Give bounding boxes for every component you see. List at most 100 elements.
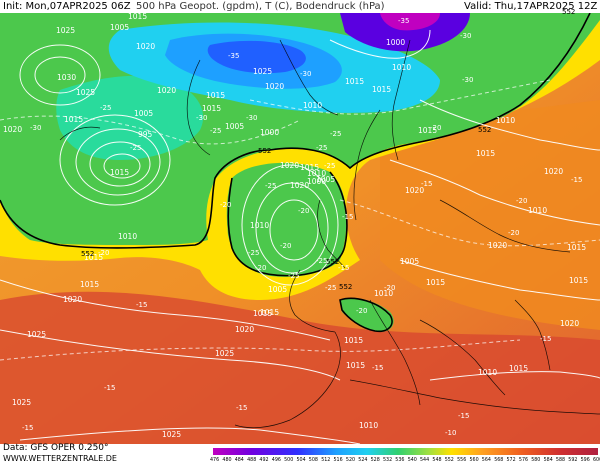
colorbar-tick-label: 508 — [309, 457, 318, 463]
temperature-label: -25 — [265, 182, 276, 190]
colorbar-tick-label: 516 — [334, 457, 343, 463]
colorbar-tick-label: 552 — [445, 457, 454, 463]
temperature-label: -30 — [300, 70, 311, 78]
temperature-label: -15 — [421, 180, 432, 188]
geopot-label: 552 — [81, 250, 94, 258]
temperature-label: -20 — [430, 124, 441, 132]
pressure-label: 1015 — [253, 309, 272, 318]
pressure-label: 1000 — [386, 38, 405, 47]
isotherms — [0, 79, 600, 361]
pressure-label: 1000 — [307, 177, 326, 186]
colorbar-tick-label: 560 — [470, 457, 479, 463]
temperature-label: -25 — [325, 284, 336, 292]
pressure-label: 1025 — [253, 67, 272, 76]
pressure-label: 1020 — [488, 241, 507, 250]
website-label: WWW.WETTERZENTRALE.DE — [3, 454, 117, 463]
temperature-label: -15 — [458, 412, 469, 420]
pressure-label: 1025 — [76, 88, 95, 97]
colorbar-tick-label: 556 — [457, 457, 466, 463]
pressure-label: 1020 — [3, 125, 22, 134]
pressure-label: 1015 — [64, 115, 83, 124]
pressure-label: 1015 — [418, 126, 437, 135]
pressure-label: 1010 — [250, 221, 269, 230]
map-title: 500 hPa Geopot. (gpdm), T (C), Bodendruc… — [136, 1, 385, 12]
init-time-label: Init: Mon,07APR2025 06Z — [3, 1, 131, 12]
temperature-label: -15 — [342, 213, 353, 221]
temperature-label: -25 — [330, 130, 341, 138]
pressure-label: 1025 — [215, 349, 234, 358]
pressure-label: 995 — [138, 130, 153, 139]
temperature-label: -15 — [136, 301, 147, 309]
temperature-label: -20 — [516, 197, 527, 205]
pressure-label: 1015 — [128, 12, 147, 21]
pressure-label: 1010 — [307, 169, 326, 178]
temperature-label: -15 — [104, 384, 115, 392]
colorbar-tick-label: 584 — [544, 457, 553, 463]
pressure-label: 1015 — [372, 85, 391, 94]
pressure-label: 1010 — [359, 421, 378, 430]
pressure-label: 1020 — [405, 186, 424, 195]
geopot-label: 552 — [326, 258, 339, 266]
pressure-label: 1020 — [63, 295, 82, 304]
colorbar-tick-label: 528 — [371, 457, 380, 463]
orange-field-east — [380, 100, 600, 330]
temperature-label: -15 — [338, 264, 349, 272]
pressure-label: 1010 — [392, 63, 411, 72]
colorbar-tick-label: 596 — [581, 457, 590, 463]
pressure-label: 1005 — [316, 175, 335, 184]
temperature-label: -35 — [398, 17, 409, 25]
temperature-label: -30 — [30, 124, 41, 132]
colorbar — [213, 448, 598, 455]
temperature-label: -15 — [372, 364, 383, 372]
colorbar-tick-label: 524 — [358, 457, 367, 463]
temperature-label: -30 — [196, 114, 207, 122]
geopotential-552-line — [0, 13, 591, 333]
temperature-label: -25 — [130, 144, 141, 152]
pressure-label: 1020 — [235, 325, 254, 334]
teal-field-west — [56, 75, 204, 160]
geopot-label: 552 — [478, 126, 491, 134]
temperature-label: -35 — [228, 52, 239, 60]
temperature-label: -25 — [210, 127, 221, 135]
pressure-label: 1015 — [80, 280, 99, 289]
geopot-label: 552 — [258, 147, 271, 155]
pressure-label: 1010 — [478, 368, 497, 377]
pressure-label: 1025 — [56, 26, 75, 35]
pressure-label: 1020 — [280, 161, 299, 170]
deep-blue-field — [207, 40, 306, 74]
temperature-label: -30 — [462, 76, 473, 84]
colorbar-tick-label: 496 — [272, 457, 281, 463]
pressure-label: 1005 — [110, 23, 129, 32]
temperature-label: -15 — [22, 424, 33, 432]
pressure-label: 1015 — [202, 104, 221, 113]
pressure-label: 1010 — [303, 101, 322, 110]
pressure-label: 1025 — [162, 430, 181, 439]
pressure-label: 1020 — [265, 82, 284, 91]
colorbar-tick-label: 484 — [235, 457, 244, 463]
temperature-label: -20 — [356, 307, 367, 315]
colorbar-tick-label: 580 — [531, 457, 540, 463]
pressure-label: 1015 — [509, 364, 528, 373]
colorbar-tick-label: 588 — [556, 457, 565, 463]
temperature-label: -25 — [248, 249, 259, 257]
pressure-label: 1015 — [476, 149, 495, 158]
coastlines — [59, 39, 600, 429]
colorbar-tick-label: 592 — [568, 457, 577, 463]
colorbar-tick-label: 540 — [408, 457, 417, 463]
pressure-label: 1005 — [225, 122, 244, 131]
colorbar-tick-label: 600 — [593, 457, 600, 463]
data-source-label: Data: GFS OPER 0.250° — [3, 443, 109, 453]
pressure-label: 1015 — [569, 276, 588, 285]
pressure-label: 1020 — [560, 319, 579, 328]
pressure-label: 1015 — [300, 163, 319, 172]
temperature-label: -30 — [460, 32, 471, 40]
colorbar-tick-label: 488 — [247, 457, 256, 463]
temperature-label: -20 — [508, 229, 519, 237]
pressure-label: 1010 — [118, 232, 137, 241]
colorbar-tick-label: 476 — [210, 457, 219, 463]
colorbar-tick-label: 572 — [507, 457, 516, 463]
temperature-labels: -30 -25 -35 -30 -35 -30 -30 -25 -25 -30 … — [22, 17, 582, 437]
pressure-label: 1020 — [544, 167, 563, 176]
